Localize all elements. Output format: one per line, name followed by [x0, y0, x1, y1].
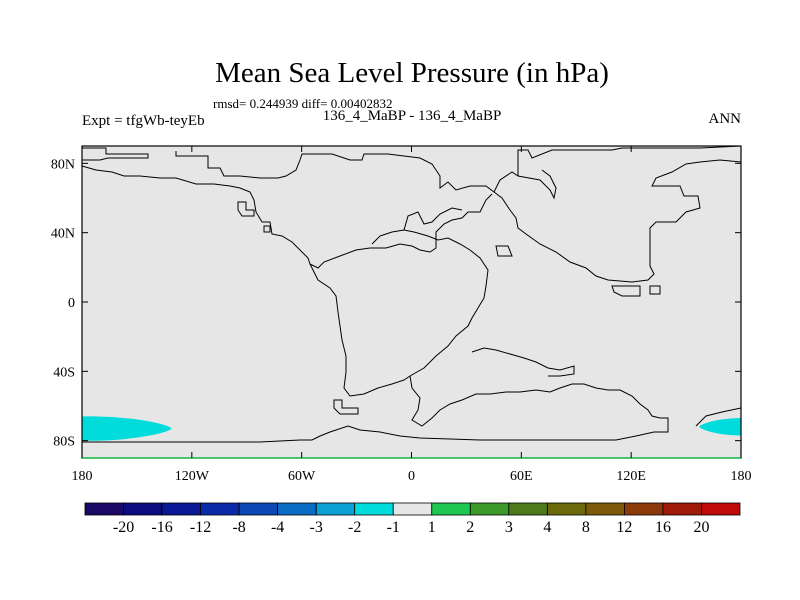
colorbar-swatch [624, 502, 664, 516]
coastline-southeast-edge [695, 407, 742, 427]
anomaly-patches [82, 416, 741, 441]
x-tick-label: 120E [616, 469, 646, 484]
y-tick-label: 0 [68, 296, 75, 311]
coastline-peninsula-east [517, 169, 557, 200]
colorbar-label: -20 [113, 519, 134, 536]
colorbar-swatch [200, 502, 240, 516]
colorbar-label: -4 [271, 519, 284, 536]
colorbar-swatch [546, 502, 587, 516]
colorbar-swatch [123, 502, 163, 516]
colorbar-label: 16 [655, 519, 671, 536]
x-tick-label: 180 [72, 469, 93, 484]
coastline-southern-inlet [471, 347, 575, 377]
map-background [82, 146, 741, 458]
chart-title: Mean Sea Level Pressure (in hPa) [215, 57, 609, 89]
coastline-west-interior [81, 165, 493, 269]
colorbar-swatch [508, 502, 548, 516]
colorbar-swatch [161, 502, 201, 516]
colorbar-label: -3 [310, 519, 323, 536]
colorbar-swatch [585, 502, 625, 516]
map-panel: 180 120W 60W 0 60E 120E 180 80N 40N 0 40S 80S [51, 145, 752, 484]
colorbar-swatch [277, 502, 317, 516]
colorbar-label: -8 [232, 519, 245, 536]
x-tick-label: 0 [408, 469, 415, 484]
colorbar-label: 2 [466, 519, 474, 536]
stats-text: rmsd= 0.244939 diff= 0.00402832 [213, 96, 392, 111]
colorbar-label: 1 [428, 519, 436, 536]
coastline-south-islands [333, 399, 359, 415]
comparison-label: 136_4_MaBP - 136_4_MaBP [323, 108, 502, 124]
cyan-patch-southeast [698, 418, 741, 436]
colorbar-label: 4 [543, 519, 551, 536]
colorbar-label: -1 [387, 519, 400, 536]
colorbar-swatch [392, 502, 433, 516]
experiment-label: Expt = tfgWb-teyEb [82, 113, 205, 129]
colorbar-label: 3 [505, 519, 513, 536]
coastline-east-small [495, 245, 661, 297]
coastline-north-landmass [175, 145, 742, 193]
colorbar-label: 8 [582, 519, 590, 536]
x-tick-label: 180 [731, 469, 752, 484]
coastline-arctic-west [82, 147, 149, 161]
colorbar: -20 -16 -12 -8 -4 -3 -2 -1 1 2 3 4 8 12 16 20 [84, 502, 741, 536]
colorbar-swatch [238, 502, 279, 516]
colorbar-label: -2 [348, 519, 361, 536]
colorbar-swatch [469, 502, 510, 516]
colorbar-swatch [431, 502, 471, 516]
colorbar-swatch [701, 502, 741, 516]
colorbar-swatch [315, 502, 356, 516]
y-tick-label: 40S [53, 365, 75, 380]
y-tick-label: 40N [51, 227, 75, 242]
cyan-patch-southwest [82, 416, 172, 441]
colorbar-label: 12 [616, 519, 632, 536]
x-tick-label: 60E [510, 469, 533, 484]
colorbar-label: -16 [151, 519, 172, 536]
colorbar-label: -12 [190, 519, 211, 536]
coastline-central-gulf [403, 207, 463, 231]
axis-tick-labels: 180 120W 60W 0 60E 120E 180 80N 40N 0 40S 80S [51, 157, 752, 484]
x-tick-label: 60W [288, 469, 316, 484]
season-label: ANN [709, 111, 742, 127]
axis-tick-marks [81, 146, 742, 458]
coastline-central-continent [309, 229, 489, 397]
colorbar-swatch [662, 502, 702, 516]
y-tick-label: 80N [51, 157, 75, 172]
colorbar-label: 20 [693, 519, 709, 536]
x-tick-label: 120W [175, 469, 210, 484]
coastline-northeast-block [493, 159, 742, 283]
colorbar-swatch [84, 502, 124, 516]
colorbar-swatch [354, 502, 394, 516]
coastline-small-islands [237, 201, 271, 233]
y-tick-label: 80S [53, 435, 75, 450]
coastlines [81, 145, 742, 443]
coastline-southern-continent [82, 375, 669, 443]
